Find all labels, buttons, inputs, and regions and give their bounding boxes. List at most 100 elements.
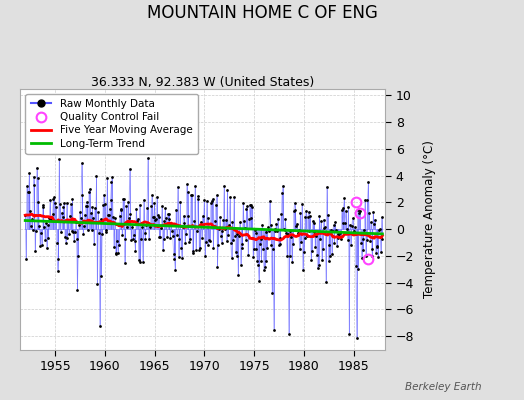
Point <box>163 211 172 217</box>
Point <box>178 255 186 261</box>
Point <box>276 235 284 241</box>
Point <box>210 222 219 229</box>
Point <box>112 250 120 256</box>
Point <box>367 246 376 252</box>
Point <box>85 186 94 192</box>
Point <box>82 203 90 210</box>
Point <box>314 262 323 268</box>
Point <box>145 236 153 242</box>
Point <box>39 204 48 210</box>
Point <box>206 200 215 206</box>
Point <box>91 205 99 212</box>
Point <box>191 183 199 190</box>
Point <box>68 228 76 234</box>
Point <box>138 224 146 231</box>
Point <box>88 204 96 211</box>
Point <box>370 221 378 227</box>
Point <box>177 244 185 251</box>
Point <box>121 236 129 243</box>
Point <box>339 205 347 211</box>
Point <box>103 175 112 181</box>
Point <box>328 250 336 257</box>
Point <box>62 200 71 206</box>
Point <box>296 210 304 216</box>
Point <box>363 197 372 203</box>
Point <box>140 230 149 236</box>
Point <box>232 252 241 259</box>
Point <box>98 230 106 237</box>
Point <box>44 235 52 242</box>
Point <box>43 221 52 228</box>
Point <box>263 244 271 251</box>
Point <box>353 207 362 214</box>
Point <box>55 156 63 163</box>
Point <box>378 236 387 242</box>
Point <box>307 257 315 263</box>
Point <box>24 189 32 195</box>
Point <box>277 211 286 218</box>
Point <box>118 232 126 238</box>
Point <box>352 263 360 270</box>
Point <box>297 239 305 245</box>
Point <box>238 241 246 248</box>
Point <box>190 218 199 224</box>
Point <box>280 227 289 234</box>
Point <box>292 223 300 229</box>
Point <box>80 222 88 229</box>
Point <box>286 228 294 234</box>
Point <box>78 192 86 198</box>
Point <box>165 216 173 222</box>
Point <box>45 215 53 221</box>
Point <box>183 188 192 195</box>
Point <box>122 203 130 209</box>
Point <box>276 241 285 247</box>
Point <box>75 222 83 228</box>
Point <box>88 226 96 233</box>
Point <box>119 196 127 202</box>
Point <box>242 237 250 244</box>
Point <box>226 194 234 200</box>
Point <box>271 227 280 234</box>
Point <box>112 250 121 257</box>
Point <box>86 210 95 217</box>
Point <box>363 236 371 243</box>
Point <box>300 234 309 241</box>
Point <box>355 210 363 216</box>
Point <box>137 236 146 242</box>
Point <box>312 232 320 239</box>
Point <box>134 216 142 222</box>
Point <box>123 223 132 230</box>
Point <box>329 222 337 229</box>
Point <box>246 202 254 208</box>
Point <box>143 205 151 211</box>
Point <box>249 253 257 260</box>
Point <box>179 212 188 219</box>
Point <box>311 244 320 250</box>
Point <box>37 230 45 236</box>
Point <box>264 224 272 230</box>
Point <box>129 236 137 243</box>
Point <box>329 228 337 234</box>
Point <box>216 214 224 220</box>
Point <box>324 258 333 264</box>
Point <box>243 203 252 209</box>
Point <box>176 199 184 205</box>
Point <box>293 230 302 236</box>
Point <box>151 217 159 223</box>
Point <box>231 233 239 240</box>
Point <box>31 248 39 254</box>
Point <box>198 234 206 241</box>
Point <box>267 242 276 248</box>
Point <box>135 202 144 208</box>
Point <box>366 238 374 244</box>
Point <box>321 224 330 230</box>
Point <box>248 204 256 210</box>
Point <box>219 228 227 235</box>
Point <box>256 236 265 242</box>
Point <box>121 260 129 266</box>
Point <box>30 182 39 188</box>
Point <box>377 249 385 255</box>
Point <box>202 198 211 204</box>
Point <box>299 267 307 273</box>
Point <box>41 237 49 243</box>
